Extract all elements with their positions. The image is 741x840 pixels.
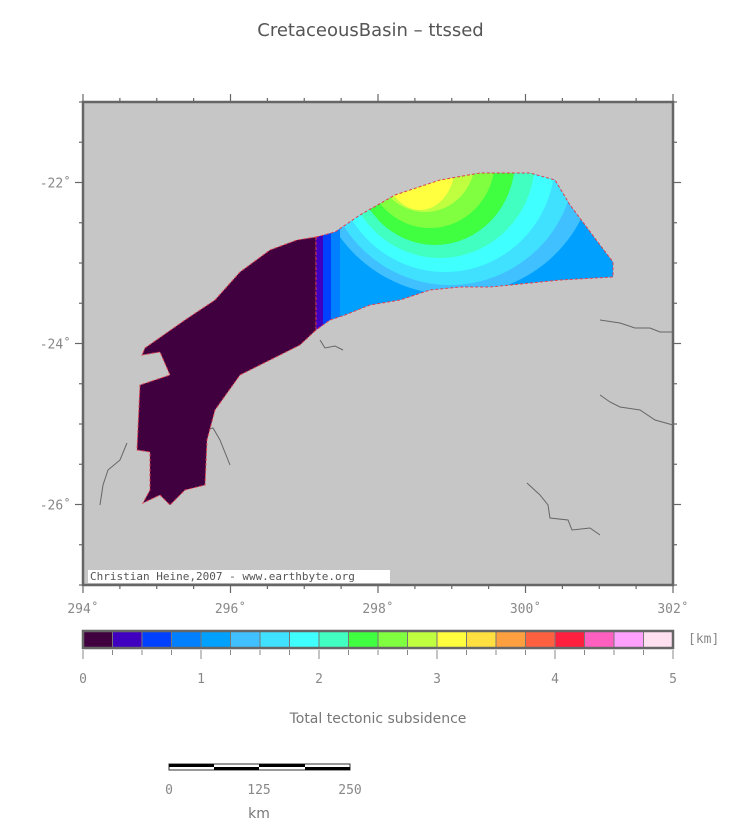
colorbar-cell — [554, 630, 585, 649]
river — [599, 319, 673, 333]
colorbar-unit: [km] — [688, 632, 719, 647]
lat-label: -26˚ — [40, 498, 71, 514]
scale-bar: 0 125 250 km — [165, 763, 362, 822]
colorbar-cell — [584, 630, 615, 649]
river — [99, 442, 128, 506]
colorbar-cell — [141, 630, 172, 649]
lon-label: 298˚ — [362, 601, 393, 617]
colorbar-tick-label: 0 — [79, 672, 87, 687]
colorbar-cell — [643, 630, 674, 649]
scale-label-0: 0 — [165, 783, 173, 798]
colorbar-cell — [495, 630, 526, 649]
colorbar-cell — [230, 630, 261, 649]
river — [599, 394, 674, 426]
colorbar-cell — [407, 630, 438, 649]
colorbar-cell — [318, 630, 349, 649]
lat-label: -24˚ — [40, 337, 71, 353]
colorbar-tick-label: 3 — [433, 672, 441, 687]
river — [319, 339, 344, 351]
scale-unit: km — [248, 806, 270, 822]
colorbar-cell — [466, 630, 497, 649]
lon-label: 300˚ — [510, 601, 541, 617]
colorbar-tick-label: 5 — [669, 672, 677, 687]
scale-label-250: 250 — [338, 783, 361, 798]
colorbar-cell — [525, 630, 556, 649]
colorbar-cell — [82, 630, 113, 649]
colorbar-cell — [112, 630, 143, 649]
lon-label: 294˚ — [67, 601, 98, 617]
colorbar-cell — [377, 630, 408, 649]
frame-ticks — [75, 94, 681, 593]
colorbar-tick-label: 4 — [551, 672, 559, 687]
colorbar-cell — [348, 630, 379, 649]
river — [526, 482, 601, 536]
map-title: CretaceousBasin – ttssed — [257, 20, 484, 41]
colorbar-cell — [613, 630, 644, 649]
colorbar-cell — [171, 630, 202, 649]
lon-label: 302˚ — [657, 601, 688, 617]
colorbar-cell — [259, 630, 290, 649]
scale-label-125: 125 — [247, 783, 270, 798]
colorbar-label: Total tectonic subsidence — [289, 711, 467, 727]
colorbar-cell — [200, 630, 231, 649]
colorbar-cell — [436, 630, 467, 649]
lat-label: -22˚ — [40, 176, 71, 192]
colorbar-cell — [289, 630, 320, 649]
credit-box — [88, 570, 390, 583]
basin-west — [136, 236, 317, 506]
colorbar-frame — [81, 629, 675, 650]
colorbar-tick-label: 2 — [315, 672, 323, 687]
lon-label: 296˚ — [215, 601, 246, 617]
colorbar-tick-label: 1 — [197, 672, 205, 687]
basin-east-outline — [315, 172, 614, 331]
credit-text: Christian Heine,2007 - www.earthbyte.org — [90, 570, 355, 583]
colorbar: 0 1 2 3 4 5 — [79, 629, 677, 687]
